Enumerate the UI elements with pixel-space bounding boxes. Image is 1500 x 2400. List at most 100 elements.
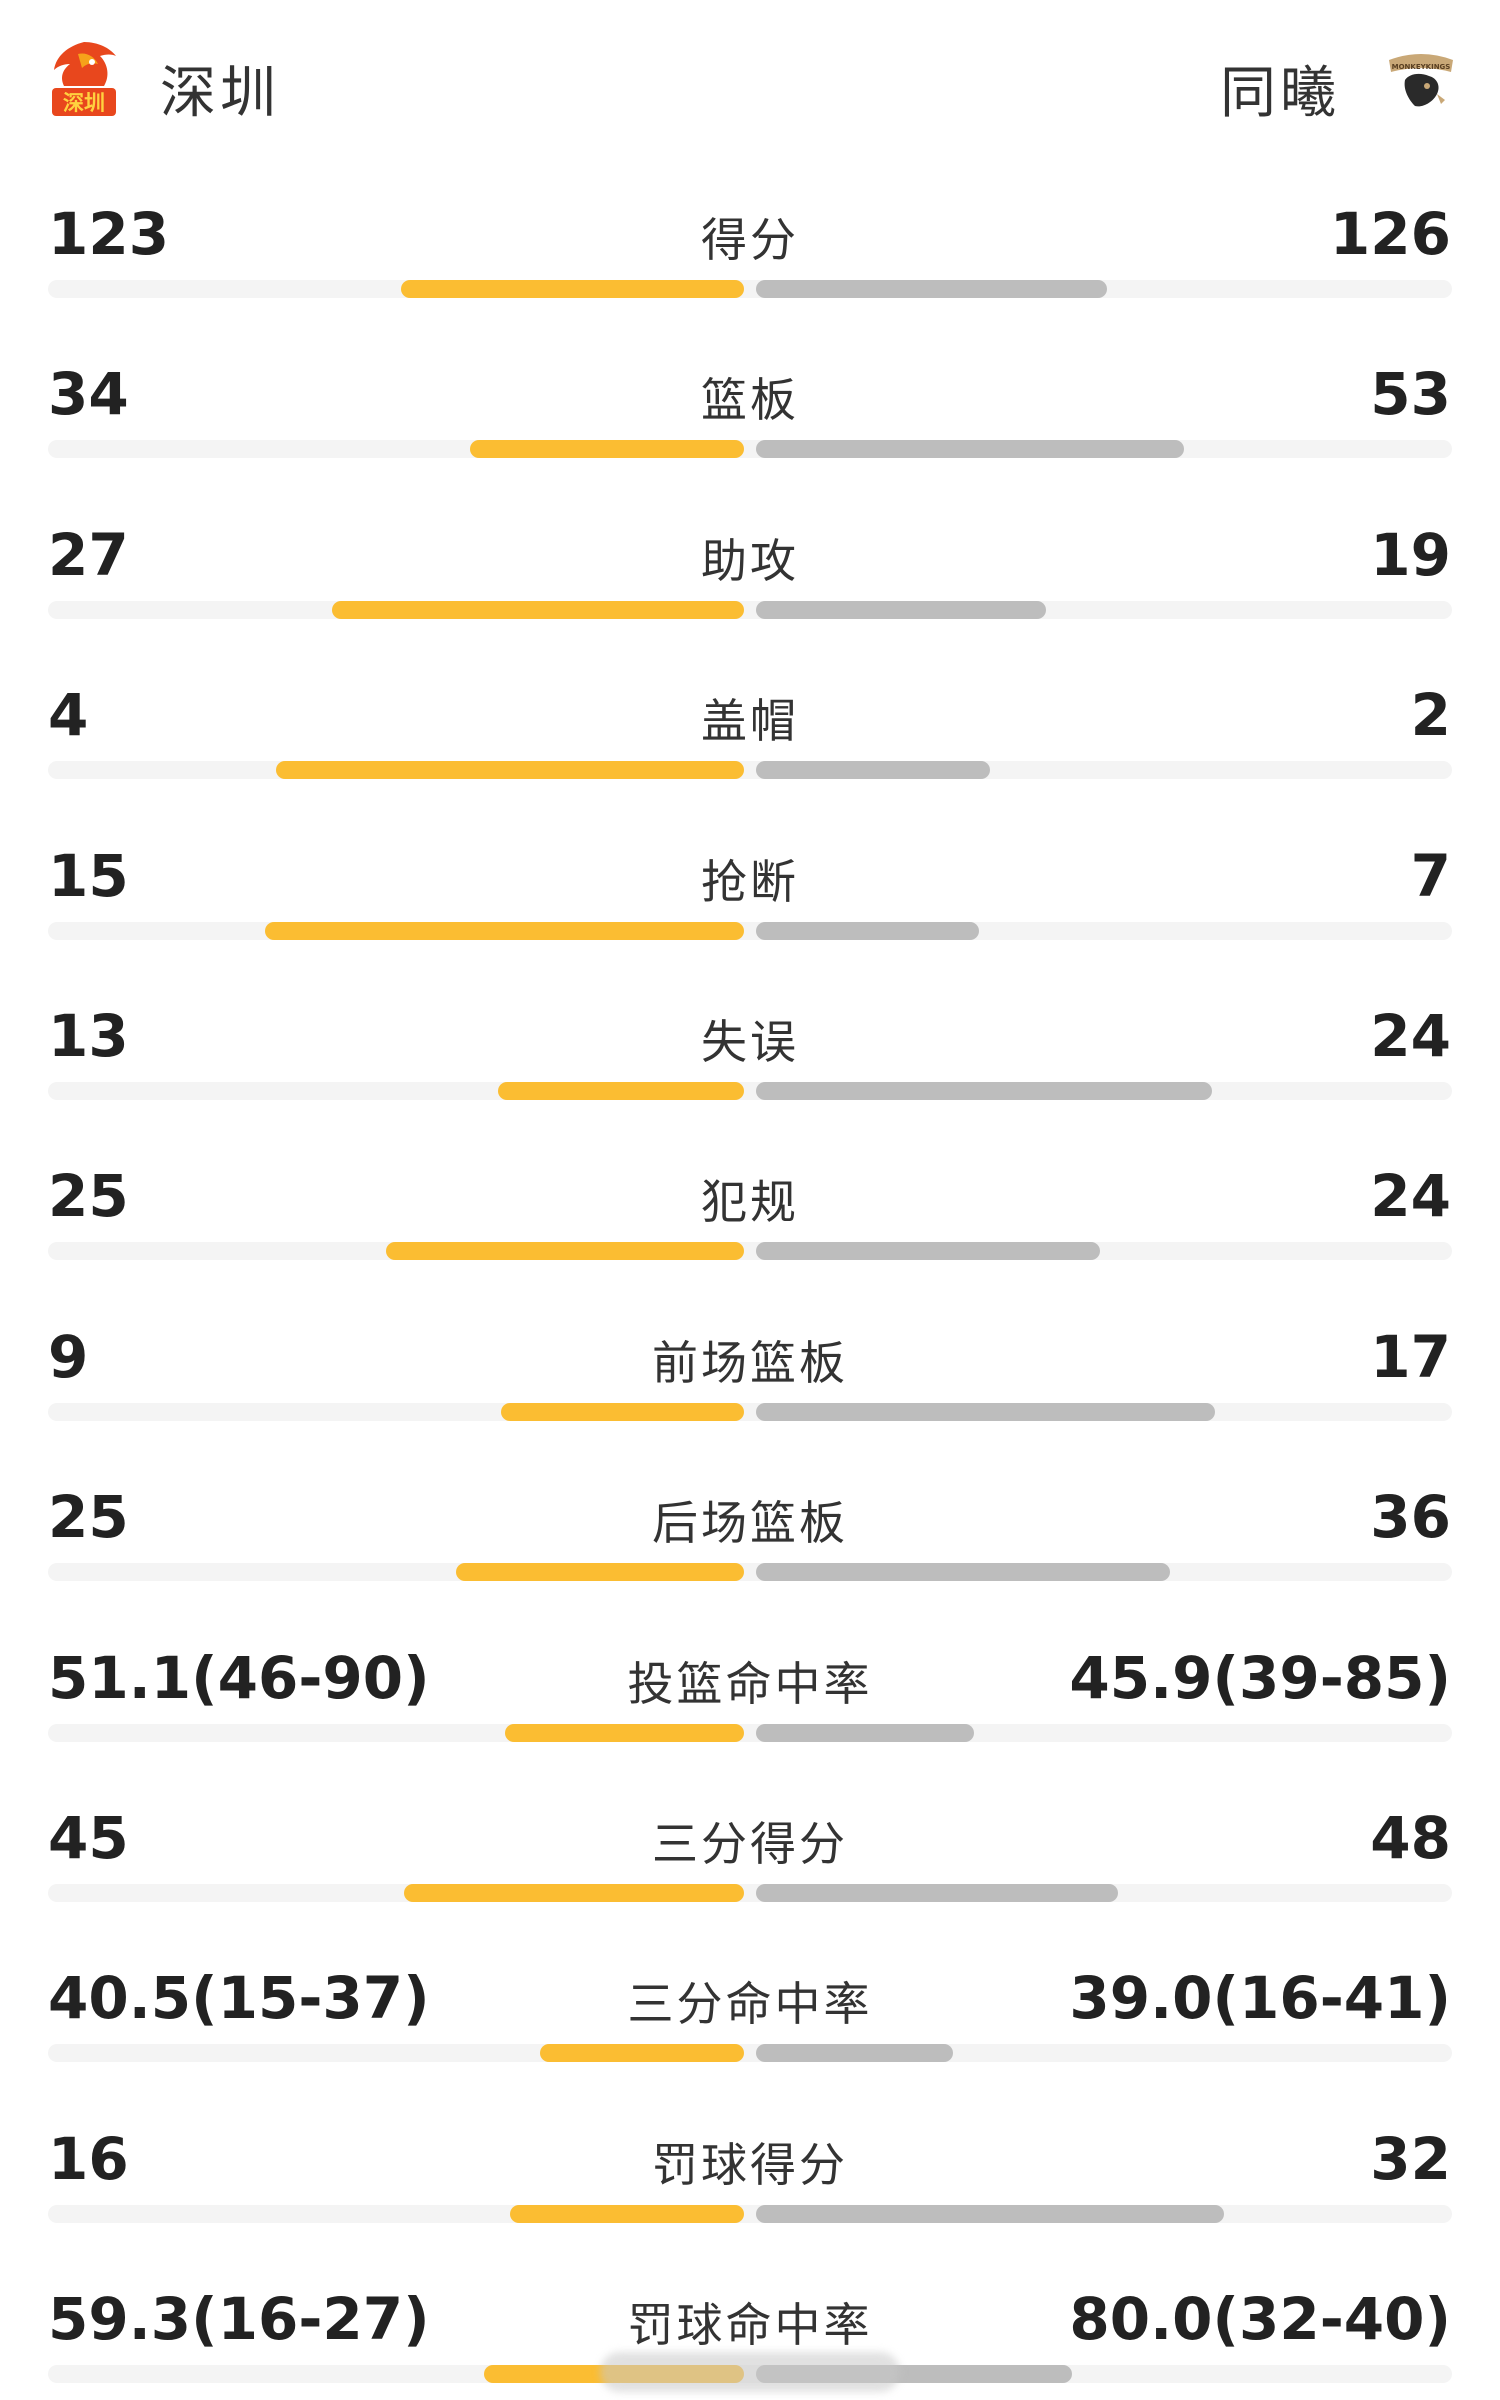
stat-value-right: 17 — [1370, 1322, 1451, 1391]
stat-value-left: 16 — [48, 2124, 129, 2193]
stat-bar-left — [386, 1242, 744, 1261]
stat-row: 123 得分 126 — [0, 160, 1500, 320]
stat-bar-left — [505, 1723, 744, 1742]
stat-row: 9 前场篮板 17 — [0, 1283, 1500, 1443]
stat-bar-left — [510, 2204, 744, 2223]
stat-value-right: 32 — [1370, 2124, 1451, 2193]
stat-value-right: 126 — [1329, 200, 1451, 268]
stat-bar-left — [456, 1563, 744, 1582]
stat-value-right: 45.9(39-85) — [1069, 1643, 1451, 1712]
stat-bar-left — [501, 1402, 744, 1421]
stat-label: 前场篮板 — [652, 1335, 848, 1390]
stat-label: 罚球命中率 — [627, 2298, 873, 2353]
stat-label: 三分得分 — [652, 1817, 848, 1871]
stat-row: 27 助攻 19 — [0, 481, 1500, 641]
stat-bar-right — [756, 921, 979, 940]
stat-track — [48, 600, 1452, 619]
stat-value-left: 123 — [48, 200, 170, 268]
stat-track — [48, 1884, 1452, 1902]
team-name-left[interactable]: 深圳 — [160, 61, 280, 126]
stat-row: 4 盖帽 2 — [0, 641, 1500, 801]
stat-track — [48, 921, 1452, 940]
stat-row: 13 失误 24 — [0, 962, 1500, 1122]
stat-track — [48, 1402, 1452, 1421]
logo-left-text: 深圳 — [63, 91, 105, 115]
stat-value-left: 13 — [48, 1002, 129, 1070]
stat-track — [48, 440, 1452, 459]
stat-bar-left — [401, 280, 744, 298]
stat-value-right: 53 — [1370, 360, 1451, 429]
shenzhen-logo-icon[interactable]: 深圳 — [48, 40, 120, 118]
stat-bar-right — [756, 1242, 1100, 1261]
stat-value-left: 25 — [48, 1162, 129, 1231]
stat-row: 40.5(15-37) 三分命中率 39.0(16-41) — [0, 1924, 1500, 2084]
stat-bar-left — [276, 761, 744, 780]
stat-track — [48, 1563, 1452, 1582]
stat-bar-right — [756, 2204, 1224, 2223]
stat-row: 25 犯规 24 — [0, 1122, 1500, 1282]
stat-value-right: 48 — [1370, 1804, 1451, 1872]
stat-value-right: 19 — [1370, 520, 1451, 589]
stat-track — [48, 1242, 1452, 1261]
stat-bar-right — [756, 1563, 1170, 1582]
stat-bar-right — [756, 1402, 1215, 1421]
stat-bar-left — [470, 440, 744, 459]
stat-label: 失误 — [701, 1015, 799, 1069]
team-name-right[interactable]: 同曦 — [1220, 61, 1340, 126]
stat-bar-right — [756, 2044, 953, 2063]
stat-track — [48, 2204, 1452, 2223]
stat-row: 59.3(16-27) 罚球命中率 80.0(32-40) — [0, 2245, 1500, 2400]
stat-track — [48, 1723, 1452, 1742]
stat-label: 抢断 — [701, 854, 799, 909]
stat-bar-left — [332, 600, 744, 619]
stat-label: 后场篮板 — [652, 1496, 848, 1551]
stat-value-left: 45 — [48, 1804, 129, 1872]
team-header: 深圳 深圳 同曦 MONKEYKINGS — [0, 0, 1500, 160]
stat-value-left: 27 — [48, 520, 129, 589]
stat-bar-right — [756, 600, 1046, 619]
stat-label: 罚球得分 — [652, 2137, 848, 2192]
stat-row: 25 后场篮板 36 — [0, 1443, 1500, 1603]
stat-value-left: 25 — [48, 1483, 129, 1552]
stat-bar-left — [404, 1884, 744, 1902]
stat-bar-right — [756, 280, 1107, 298]
stat-row: 45 三分得分 48 — [0, 1764, 1500, 1924]
stat-row: 15 抢断 7 — [0, 802, 1500, 962]
stat-value-right: 39.0(16-41) — [1069, 1964, 1451, 2033]
stat-track — [48, 761, 1452, 780]
stat-value-left: 59.3(16-27) — [48, 2285, 430, 2354]
stat-value-right: 2 — [1410, 681, 1451, 750]
stat-track — [48, 280, 1452, 298]
stat-value-right: 7 — [1410, 841, 1451, 910]
stat-value-left: 51.1(46-90) — [48, 1643, 430, 1712]
stat-bar-right — [756, 440, 1184, 459]
stat-value-left: 4 — [48, 681, 89, 750]
stat-label: 三分命中率 — [627, 1977, 873, 2032]
stat-value-right: 80.0(32-40) — [1069, 2285, 1451, 2354]
stat-label: 投篮命中率 — [627, 1656, 873, 1711]
stat-value-right: 36 — [1370, 1483, 1451, 1552]
stat-label: 犯规 — [701, 1175, 799, 1230]
stat-row: 34 篮板 53 — [0, 320, 1500, 480]
stat-value-left: 15 — [48, 841, 129, 910]
stat-bar-right — [756, 1884, 1118, 1902]
logo-right-text: MONKEYKINGS — [1392, 63, 1451, 71]
stat-value-right: 24 — [1370, 1002, 1451, 1070]
stat-bar-left — [498, 1082, 744, 1100]
stat-label: 助攻 — [701, 533, 799, 588]
stat-label: 篮板 — [701, 373, 799, 428]
stat-bar-right — [756, 761, 990, 780]
tongxi-logo-icon[interactable]: MONKEYKINGS — [1385, 50, 1457, 114]
stat-bar-right — [756, 1082, 1212, 1100]
stat-track — [48, 1082, 1452, 1100]
stat-value-left: 40.5(15-37) — [48, 1964, 430, 2033]
stat-bar-left — [265, 921, 744, 940]
stat-bar-right — [756, 1723, 974, 1742]
stat-value-right: 24 — [1370, 1162, 1451, 1231]
stat-bar-left — [540, 2044, 744, 2063]
stat-row: 51.1(46-90) 投篮命中率 45.9(39-85) — [0, 1604, 1500, 1764]
stat-label: 得分 — [701, 213, 799, 267]
stat-track — [48, 2044, 1452, 2063]
stat-row: 16 罚球得分 32 — [0, 2085, 1500, 2245]
watermark — [600, 2352, 900, 2392]
